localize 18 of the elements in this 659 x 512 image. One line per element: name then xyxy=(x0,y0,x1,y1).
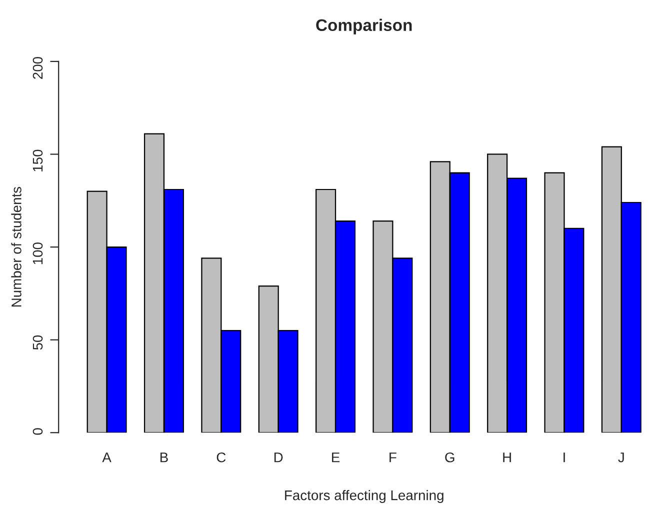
x-tick-label: A xyxy=(102,452,112,462)
chart-title: Comparison xyxy=(316,18,412,34)
y-tick-label: 200 xyxy=(32,56,43,79)
x-tick-label: G xyxy=(445,452,454,462)
x-tick-label: J xyxy=(618,452,624,462)
y-tick-label: 150 xyxy=(32,150,43,172)
y-axis-title: Number of students xyxy=(11,186,22,306)
x-tick-label: C xyxy=(216,452,226,462)
x-tick-label: I xyxy=(564,452,565,462)
y-tick-label: 100 xyxy=(32,242,43,264)
x-tick-label: E xyxy=(332,452,340,462)
y-tick-label: 0 xyxy=(32,428,43,435)
x-tick-label: B xyxy=(160,452,168,462)
x-tick-label: H xyxy=(503,452,511,462)
x-tick-label: F xyxy=(390,452,396,462)
x-axis-title: Factors affecting Learning xyxy=(285,490,444,503)
x-tick-label: D xyxy=(274,452,283,462)
y-tick-label: 50 xyxy=(32,335,43,350)
